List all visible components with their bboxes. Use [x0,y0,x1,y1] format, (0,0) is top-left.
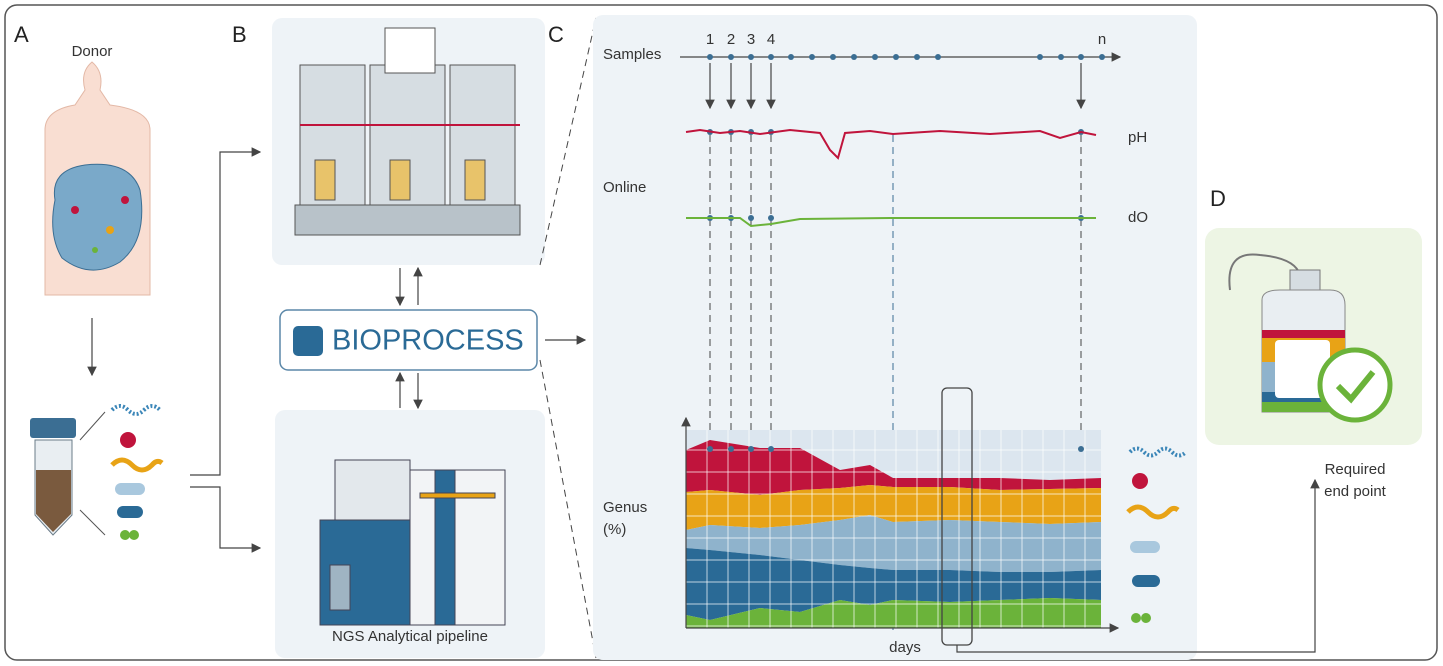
bioprocess-label: BIOPROCESS [332,325,524,357]
ph-label: pH [1128,129,1147,146]
samples-label: Samples [603,46,661,63]
sample-id: 1 [706,31,714,48]
sample-tube [30,418,76,535]
sample-dot [748,54,754,60]
panel-letter: D [1210,186,1226,211]
sample-dot [768,215,774,221]
bioprocess-icon [293,326,323,356]
sample-dot [768,446,774,452]
sample-id: n [1098,31,1106,48]
panel-letter: C [548,22,564,47]
days-label: days [889,639,921,656]
sample-id: 3 [747,31,755,48]
donor-label: Donor [72,43,113,60]
sample-dot [728,446,734,452]
sample-dot [872,54,878,60]
genus-label: Genus [603,499,647,516]
panel-letter: A [14,22,29,47]
genus-unit: (%) [603,521,626,538]
sample-dot [1078,446,1084,452]
sample-dot [728,54,734,60]
sample-dot [707,446,713,452]
do-label: dO [1128,209,1148,226]
panel-letter: B [232,22,247,47]
sample-dot [748,446,754,452]
figure: A Donor B BIOPROCESS [0,0,1443,666]
sample-dot [893,54,899,60]
genus-chart [686,430,1101,628]
sample-dot [748,215,754,221]
sample-dot [914,54,920,60]
sample-dot [851,54,857,60]
sample-dot [1058,54,1064,60]
sample-dot [768,54,774,60]
sample-id: 2 [727,31,735,48]
endpoint-label: end point [1324,483,1387,500]
sample-dot [707,54,713,60]
sample-dot [1099,54,1105,60]
sample-dot [1078,54,1084,60]
sample-dot [1037,54,1043,60]
online-label: Online [603,179,646,196]
sample-dot [830,54,836,60]
sequencer-illustration [320,460,505,625]
page: A Donor B BIOPROCESS [0,0,1443,666]
endpoint-label: Required [1325,461,1386,478]
sample-dot [788,54,794,60]
sequencer-label: NGS Analytical pipeline [332,628,488,645]
sample-dot [809,54,815,60]
sample-id: 4 [767,31,775,48]
sample-dot [935,54,941,60]
